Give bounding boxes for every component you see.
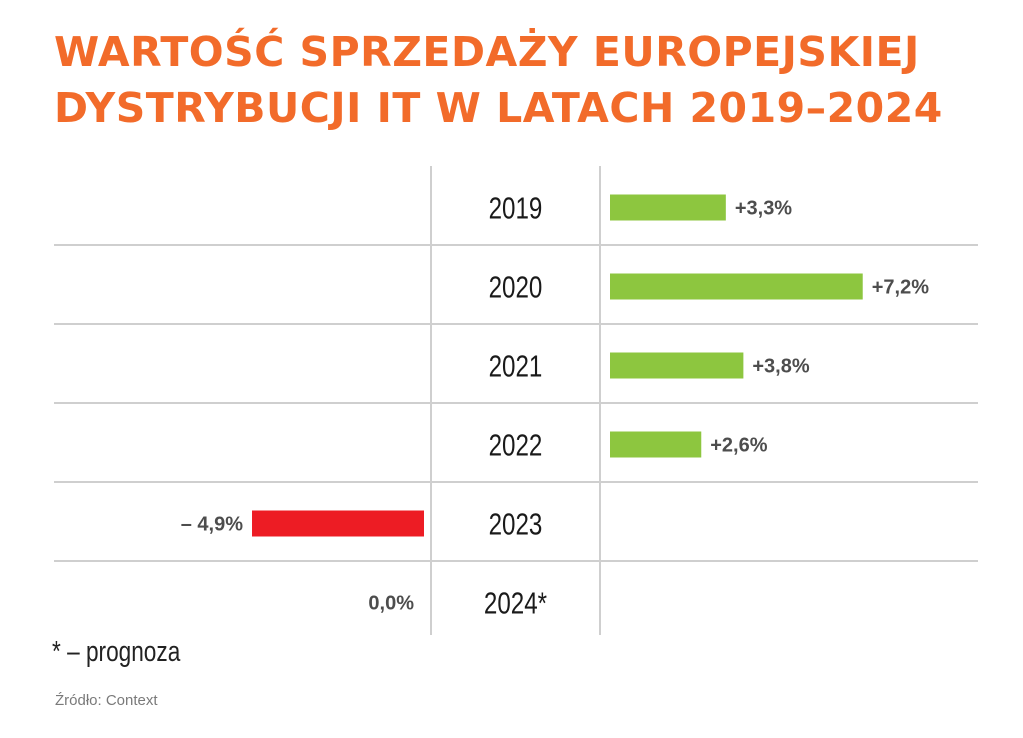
forecast-footnote: * – prognoza — [52, 636, 181, 668]
bar-positive — [610, 352, 744, 379]
source-note: Źródło: Context — [55, 692, 158, 709]
data-label: +7,2% — [872, 277, 929, 299]
category-label: 2019 — [489, 191, 543, 226]
data-label: – 4,9% — [181, 514, 243, 536]
data-label: +3,3% — [735, 198, 792, 220]
data-label: 0,0% — [368, 593, 414, 615]
chart-title-line-1: WARTOŚĆ SPRZEDAŻY EUROPEJSKIEJ — [54, 28, 920, 76]
bar-positive — [610, 431, 702, 458]
category-label: 2020 — [489, 270, 543, 305]
bar-positive — [610, 194, 726, 221]
category-label: 2024* — [484, 586, 547, 621]
data-label: +3,8% — [752, 356, 809, 378]
category-label-group: 2022 — [489, 428, 543, 463]
chart-title: WARTOŚĆ SPRZEDAŻY EUROPEJSKIEJ DYSTRYBUC… — [54, 24, 1014, 136]
category-label-group: 2021 — [489, 349, 543, 384]
category-label-group: 2023 — [489, 507, 543, 542]
chart-title-line-2: DYSTRYBUCJI IT W LATACH 2019–2024 — [54, 84, 943, 132]
category-label: 2022 — [489, 428, 543, 463]
category-label: 2021 — [489, 349, 543, 384]
category-label-group: 2024* — [484, 586, 547, 621]
category-label-group: 2020 — [489, 270, 543, 305]
category-label: 2023 — [489, 507, 543, 542]
bar-negative — [252, 510, 424, 537]
category-label-group: 2019 — [489, 191, 543, 226]
data-label: +2,6% — [710, 435, 767, 457]
bar-positive — [610, 273, 863, 300]
